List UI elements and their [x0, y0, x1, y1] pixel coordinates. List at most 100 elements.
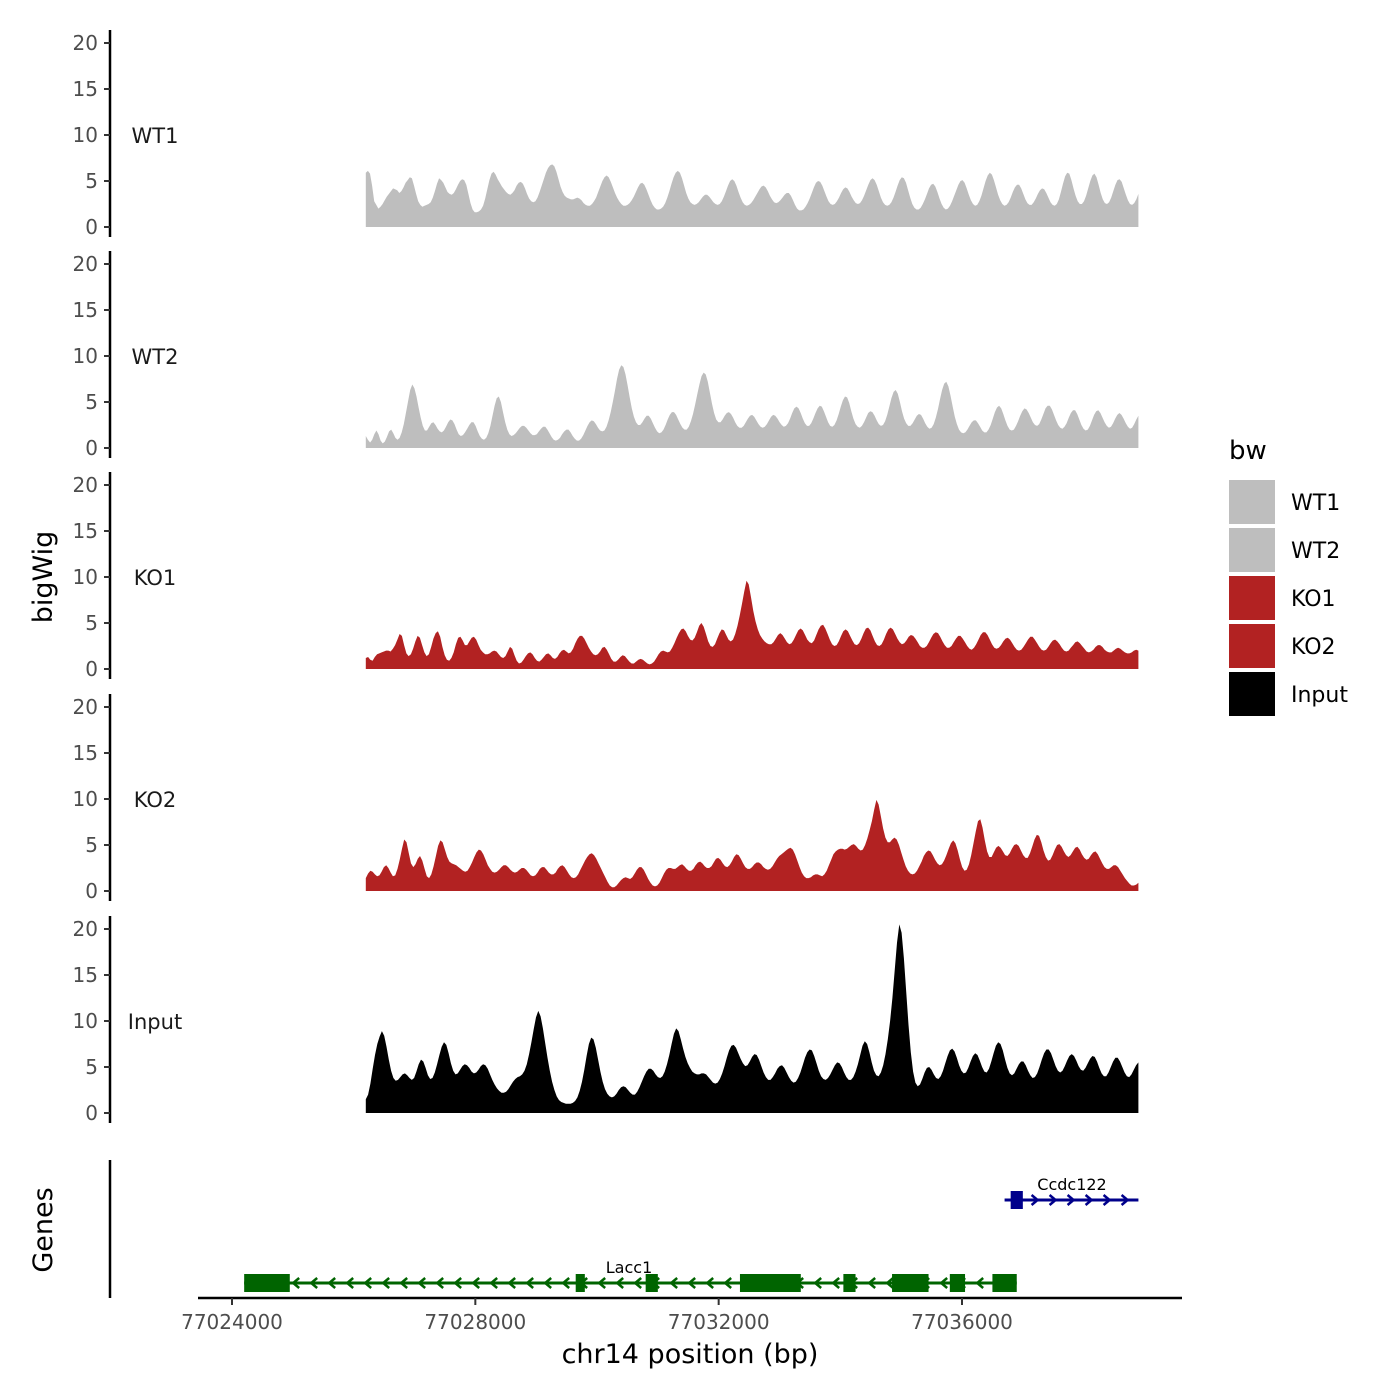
strand-arrow	[345, 1277, 354, 1289]
coverage-tracks: 0 5 10 15 20 WT1 0 5 10 15 20 WT2 0 5 10 15 20 KO1 0 5 10 15 2…	[73, 30, 1139, 1125]
y-tick-label: 5	[85, 1055, 98, 1079]
track-label-ko1: KO1	[134, 566, 177, 590]
y-tick-label: 10	[73, 565, 98, 589]
gene-lacc1: Lacc1	[244, 1258, 1017, 1292]
y-tick-label: 20	[73, 252, 98, 276]
strand-arrow	[885, 1277, 894, 1289]
y-tick-label: 15	[73, 519, 98, 543]
exon	[892, 1274, 929, 1292]
legend-label-input: Input	[1291, 683, 1348, 708]
x-tick-label: 77028000	[424, 1310, 526, 1334]
y-tick-label: 20	[73, 473, 98, 497]
strand-arrow	[363, 1277, 372, 1289]
track-label-input: Input	[128, 1010, 182, 1034]
strand-arrow	[975, 1277, 984, 1289]
legend-swatch-ko1	[1229, 576, 1275, 620]
strand-arrow	[1030, 1194, 1040, 1206]
exon	[244, 1274, 290, 1292]
x-tick-label: 77036000	[911, 1310, 1013, 1334]
x-tick-label: 77032000	[668, 1310, 770, 1334]
strand-arrow	[615, 1277, 624, 1289]
area-input	[365, 924, 1139, 1113]
y-tick-label: 10	[73, 787, 98, 811]
strand-arrow	[1120, 1194, 1130, 1206]
x-tick-label: 77024000	[181, 1310, 283, 1334]
strand-arrow	[939, 1277, 948, 1289]
exon	[949, 1274, 966, 1292]
legend: bw WT1 WT2 KO1 KO2 Input	[1229, 436, 1348, 716]
x-axis: 77024000 77028000 77032000 77036000	[181, 1296, 1182, 1334]
exon	[992, 1274, 1017, 1292]
y-tick-label: 20	[73, 917, 98, 941]
y-axis-title-bigwig: bigWig	[28, 531, 59, 624]
legend-swatch-ko2	[1229, 624, 1275, 668]
y-tick-label: 0	[85, 215, 98, 239]
strand-arrow	[309, 1277, 318, 1289]
strand-arrow	[831, 1277, 840, 1289]
strand-arrow	[705, 1277, 714, 1289]
exon	[1010, 1191, 1023, 1209]
y-tick-label: 20	[73, 695, 98, 719]
track-label-wt2: WT2	[132, 345, 179, 369]
y-tick-label: 20	[73, 31, 98, 55]
track-input: 0 5 10 15 20 Input	[73, 916, 1139, 1125]
legend-title: bw	[1229, 436, 1267, 466]
legend-label-ko1: KO1	[1291, 587, 1336, 612]
strand-arrow	[399, 1277, 408, 1289]
track-label-wt1: WT1	[132, 124, 179, 148]
y-tick-label: 5	[85, 611, 98, 635]
strand-arrow	[543, 1277, 552, 1289]
y-tick-label: 10	[73, 123, 98, 147]
y-tick-label: 0	[85, 436, 98, 460]
exon	[575, 1274, 585, 1292]
strand-arrow	[867, 1277, 876, 1289]
strand-arrow	[1102, 1194, 1112, 1206]
track-wt1: 0 5 10 15 20 WT1	[73, 30, 1139, 239]
strand-arrow	[1048, 1194, 1058, 1206]
strand-arrow	[471, 1277, 480, 1289]
legend-label-wt2: WT2	[1291, 539, 1340, 564]
y-tick-label: 0	[85, 879, 98, 903]
y-tick-label: 15	[73, 963, 98, 987]
y-tick-label: 15	[73, 77, 98, 101]
track-ko2: 0 5 10 15 20 KO2	[73, 694, 1139, 903]
y-tick-label: 10	[73, 1009, 98, 1033]
track-wt2: 0 5 10 15 20 WT2	[73, 251, 1139, 460]
strand-arrow	[525, 1277, 534, 1289]
exon	[645, 1274, 658, 1292]
legend-label-wt1: WT1	[1291, 491, 1340, 516]
area-wt2	[365, 365, 1139, 448]
area-ko2	[365, 799, 1139, 891]
gene-label-lacc1: Lacc1	[606, 1258, 653, 1277]
exon	[843, 1274, 856, 1292]
strand-arrow	[435, 1277, 444, 1289]
strand-arrow	[381, 1277, 390, 1289]
strand-arrow	[813, 1277, 822, 1289]
gene-label-ccdc122: Ccdc122	[1037, 1175, 1106, 1194]
strand-arrow	[417, 1277, 426, 1289]
y-tick-label: 0	[85, 657, 98, 681]
y-tick-label: 5	[85, 169, 98, 193]
strand-arrow	[1084, 1194, 1094, 1206]
y-tick-label: 0	[85, 1101, 98, 1125]
area-wt1	[365, 164, 1139, 227]
strand-arrow	[723, 1277, 732, 1289]
gene-track: Lacc1 Ccdc122	[108, 1160, 1139, 1298]
track-ko1: 0 5 10 15 20 KO1	[73, 472, 1139, 681]
y-tick-label: 5	[85, 833, 98, 857]
y-tick-label: 10	[73, 344, 98, 368]
y-tick-label: 5	[85, 390, 98, 414]
strand-arrow	[561, 1277, 570, 1289]
strand-arrow	[687, 1277, 696, 1289]
strand-arrow	[597, 1277, 606, 1289]
strand-arrow	[489, 1277, 498, 1289]
y-axis-title-genes: Genes	[28, 1187, 59, 1272]
strand-arrow	[327, 1277, 336, 1289]
strand-arrow	[1066, 1194, 1076, 1206]
area-ko1	[365, 580, 1139, 669]
strand-arrow	[669, 1277, 678, 1289]
y-tick-label: 15	[73, 741, 98, 765]
track-label-ko2: KO2	[134, 788, 177, 812]
